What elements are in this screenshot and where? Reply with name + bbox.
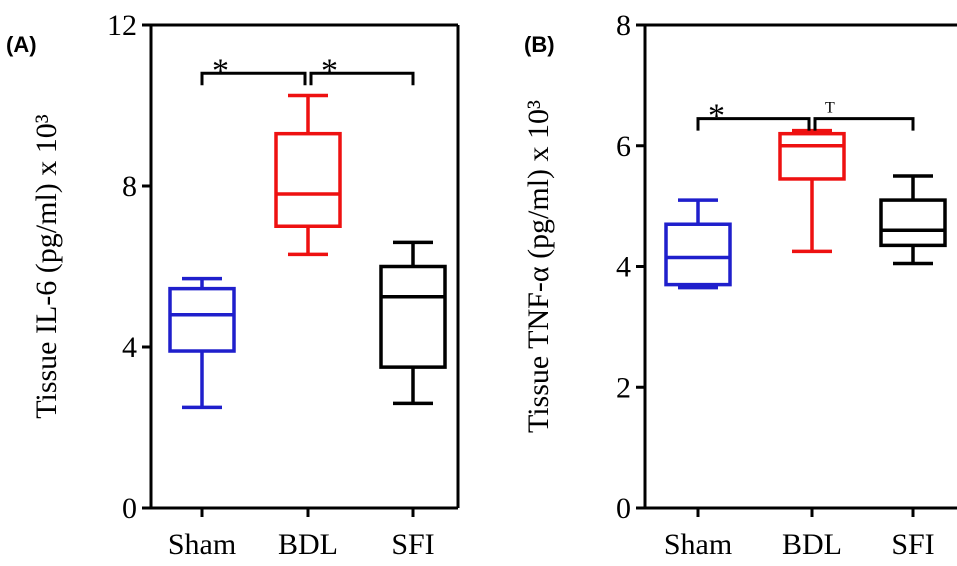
x-tick-label: Sham [664, 528, 732, 561]
x-tick-label: SFI [391, 528, 434, 561]
box-sham [168, 276, 236, 410]
panel-label: (A) [6, 32, 37, 57]
significance-bracket [200, 71, 307, 86]
box-sham [664, 198, 732, 290]
x-tick-label: SFI [891, 528, 934, 561]
y-tick-label: 2 [616, 371, 631, 404]
x-tick-label: BDL [278, 528, 338, 561]
panel-b-chart: (B) Tissue TNF-α (pg/ml) x 10³ 0 2 4 6 8 Sham BD… [522, 9, 957, 561]
panel-a-chart: (A) Tissue IL-6 (pg/ml) x 10³ 0 4 8 12 Sham BDL… [6, 9, 460, 561]
panel-label: (B) [524, 32, 555, 57]
significance-bracket [696, 117, 811, 131]
box-sfi [879, 174, 947, 266]
iqr-box [379, 264, 447, 369]
y-tick-label: 0 [122, 492, 137, 525]
iqr-box [879, 198, 947, 248]
y-tick-label: 8 [122, 170, 137, 203]
significance-label: * [321, 52, 338, 89]
significance-label: T [825, 100, 835, 117]
y-axis-label: Tissue IL-6 (pg/ml) x 10³ [30, 114, 63, 419]
significance-bracket [309, 71, 415, 86]
y-tick-label: 4 [122, 331, 137, 364]
y-axis-label: Tissue TNF-α (pg/ml) x 10³ [522, 100, 555, 433]
box-bdl [274, 93, 342, 257]
y-tick-label: 12 [107, 9, 137, 42]
significance-label: * [212, 52, 229, 89]
iqr-box [168, 286, 236, 353]
y-tick-label: 8 [616, 9, 631, 42]
x-tick-label: Sham [168, 528, 236, 561]
significance-label: * [708, 98, 725, 135]
iqr-box [274, 131, 342, 228]
significance-bracket [813, 117, 915, 131]
box-sfi [379, 240, 447, 406]
iqr-box [664, 222, 732, 287]
iqr-box [778, 131, 846, 181]
box-bdl [778, 128, 846, 254]
y-tick-label: 4 [616, 251, 631, 284]
y-tick-label: 0 [616, 492, 631, 525]
x-tick-label: BDL [782, 528, 842, 561]
y-tick-label: 6 [616, 130, 631, 163]
